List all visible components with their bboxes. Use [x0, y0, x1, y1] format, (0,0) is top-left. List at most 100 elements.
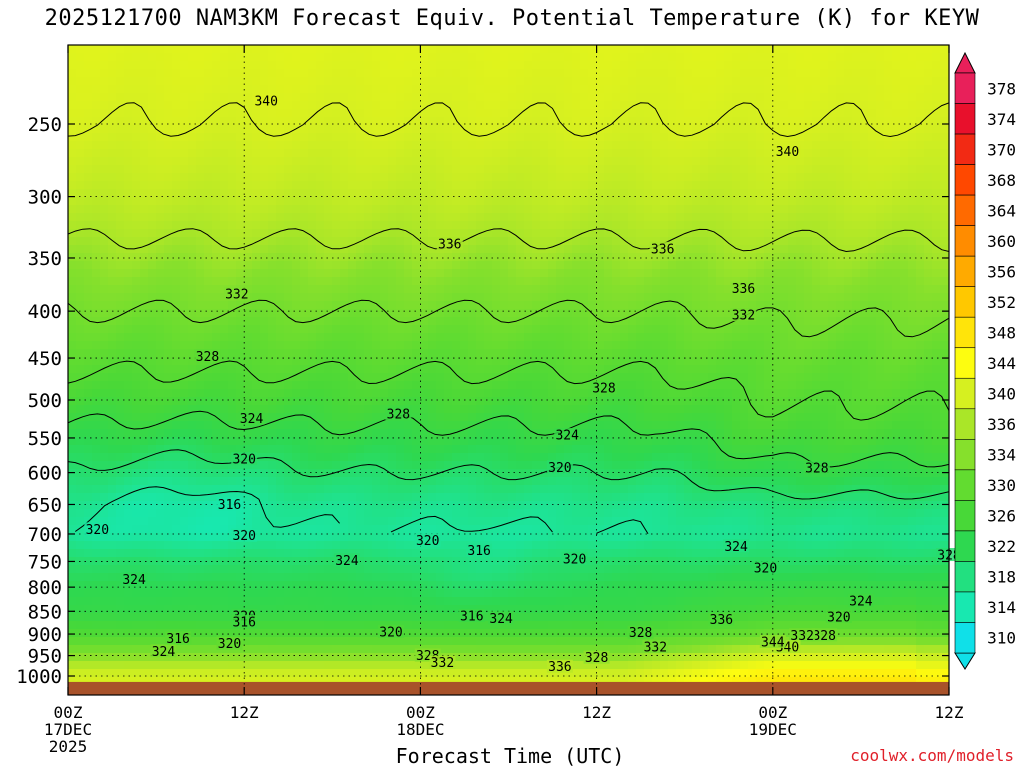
field-cell — [396, 269, 405, 278]
field-cell — [268, 413, 277, 422]
field-cell — [476, 509, 485, 518]
field-cell — [236, 581, 245, 590]
field-cell — [268, 245, 277, 254]
field-cell — [164, 253, 173, 262]
field-cell — [476, 173, 485, 182]
field-cell — [532, 517, 541, 526]
field-cell — [84, 485, 93, 494]
field-cell — [188, 133, 197, 142]
field-cell — [148, 421, 157, 430]
field-cell — [348, 565, 357, 574]
field-cell — [420, 557, 429, 566]
field-cell — [276, 253, 285, 262]
field-cell — [452, 181, 461, 190]
field-cell — [92, 533, 101, 542]
field-cell — [492, 245, 501, 254]
field-cell — [308, 357, 317, 366]
field-cell — [116, 421, 125, 430]
field-cell — [124, 165, 133, 174]
field-cell — [196, 333, 205, 342]
field-cell — [180, 517, 189, 526]
field-cell — [276, 661, 285, 670]
field-cell — [548, 373, 557, 382]
field-cell — [300, 573, 309, 582]
field-cell — [268, 533, 277, 542]
field-cell — [140, 317, 149, 326]
field-cell — [508, 405, 517, 414]
field-cell — [212, 365, 221, 374]
field-cell — [148, 237, 157, 246]
field-cell — [452, 317, 461, 326]
field-cell — [164, 77, 173, 86]
field-cell — [428, 93, 437, 102]
field-cell — [316, 645, 325, 654]
field-cell — [316, 61, 325, 70]
field-cell — [140, 157, 149, 166]
field-cell — [380, 165, 389, 174]
field-cell — [92, 189, 101, 198]
field-cell — [444, 93, 453, 102]
field-cell — [284, 253, 293, 262]
field-cell — [492, 389, 501, 398]
field-cell — [308, 157, 317, 166]
field-cell — [492, 549, 501, 558]
field-cell — [308, 573, 317, 582]
field-cell — [516, 53, 525, 62]
field-cell — [500, 501, 509, 510]
field-cell — [156, 269, 165, 278]
field-cell — [492, 573, 501, 582]
field-cell — [532, 397, 541, 406]
field-cell — [316, 237, 325, 246]
field-cell — [484, 589, 493, 598]
field-cell — [444, 165, 453, 174]
field-cell — [252, 85, 261, 94]
field-cell — [516, 397, 525, 406]
field-cell — [132, 493, 141, 502]
field-cell — [332, 525, 341, 534]
field-cell — [348, 397, 357, 406]
field-cell — [460, 549, 469, 558]
field-cell — [412, 461, 421, 470]
field-cell — [236, 509, 245, 518]
field-cell — [460, 581, 469, 590]
field-cell — [452, 189, 461, 198]
field-cell — [532, 637, 541, 646]
field-cell — [396, 189, 405, 198]
field-cell — [364, 269, 373, 278]
field-cell — [500, 581, 509, 590]
field-cell — [516, 261, 525, 270]
field-cell — [244, 117, 253, 126]
field-cell — [500, 669, 509, 678]
field-cell — [116, 197, 125, 206]
field-cell — [452, 149, 461, 158]
field-cell — [196, 205, 205, 214]
field-cell — [244, 557, 253, 566]
field-cell — [372, 149, 381, 158]
field-cell — [500, 85, 509, 94]
field-cell — [332, 653, 341, 662]
field-cell — [356, 677, 365, 686]
field-cell — [148, 69, 157, 78]
field-cell — [476, 221, 485, 230]
field-cell — [340, 341, 349, 350]
field-cell — [180, 229, 189, 238]
field-cell — [100, 53, 109, 62]
field-cell — [388, 173, 397, 182]
field-cell — [380, 597, 389, 606]
field-cell — [340, 261, 349, 270]
field-cell — [308, 597, 317, 606]
field-cell — [180, 85, 189, 94]
field-cell — [140, 101, 149, 110]
field-cell — [180, 205, 189, 214]
field-cell — [140, 277, 149, 286]
field-cell — [76, 253, 85, 262]
field-cell — [348, 109, 357, 118]
field-cell — [428, 573, 437, 582]
field-cell — [516, 549, 525, 558]
field-cell — [220, 509, 229, 518]
field-cell — [172, 549, 181, 558]
field-cell — [244, 389, 253, 398]
field-cell — [324, 501, 333, 510]
field-cell — [268, 613, 277, 622]
field-cell — [292, 637, 301, 646]
